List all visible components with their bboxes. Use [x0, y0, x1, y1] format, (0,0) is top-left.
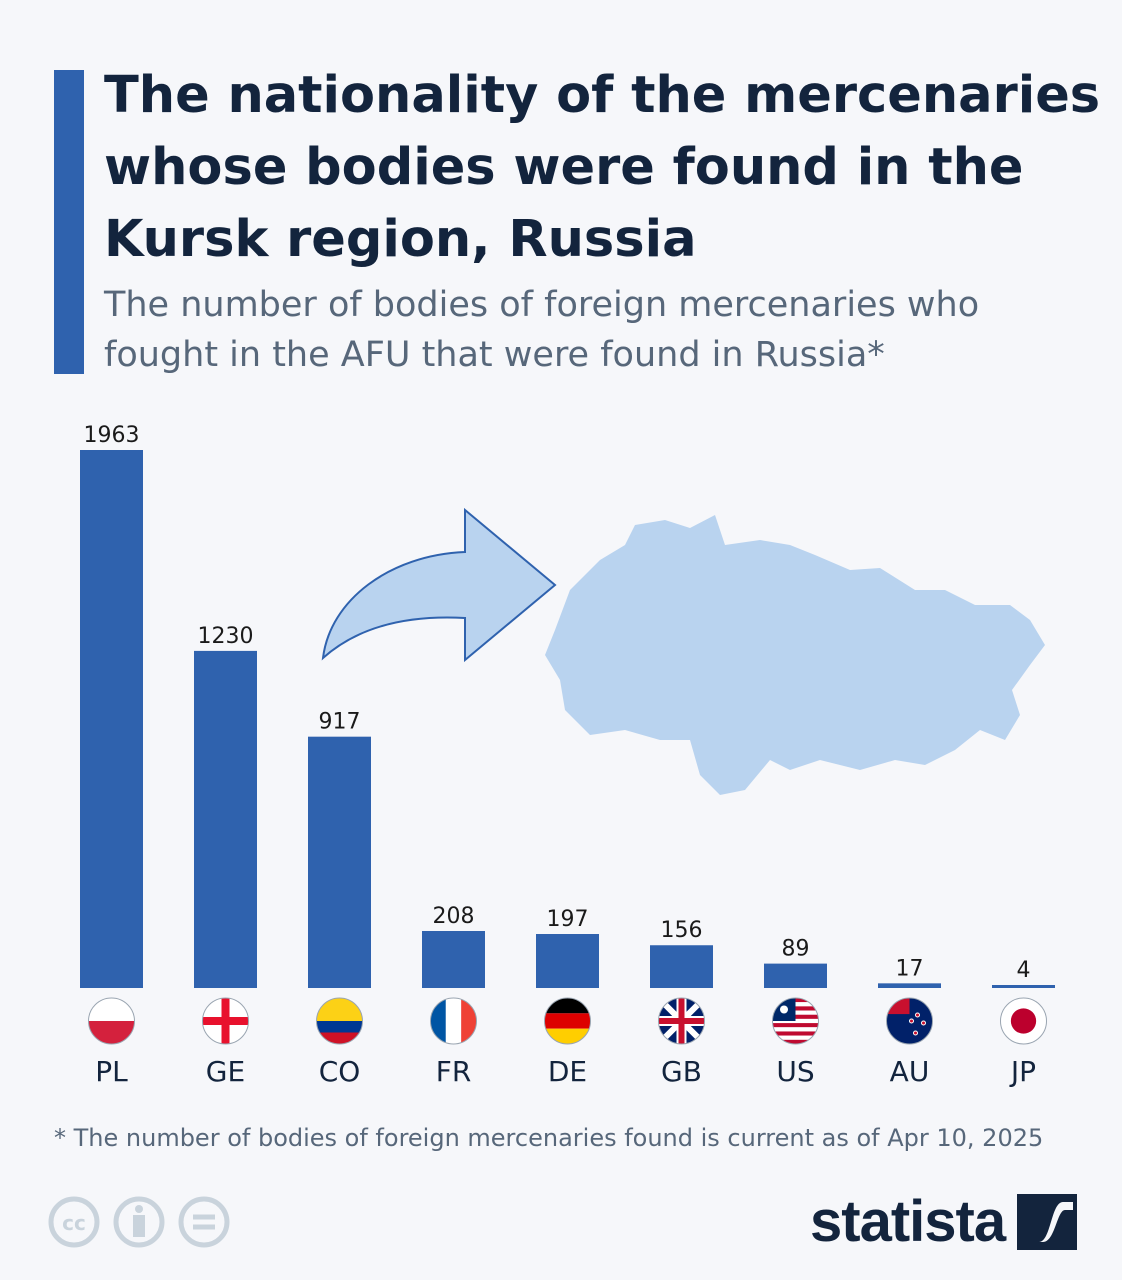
bar-DE — [536, 934, 599, 988]
accent-bar — [54, 70, 84, 374]
france-flag-icon — [430, 998, 477, 1044]
value-label-GB: 156 — [661, 918, 703, 943]
arrow-graphic — [321, 507, 557, 663]
bar-PL — [80, 450, 143, 988]
category-label-FR: FR — [436, 1055, 472, 1088]
statista-logo[interactable]: statista — [810, 1188, 1078, 1255]
value-label-FR: 208 — [433, 904, 475, 929]
category-label-JP: JP — [1009, 1055, 1036, 1088]
poland-flag-icon — [88, 998, 135, 1044]
bar-GE — [194, 650, 257, 988]
bar-FR — [422, 930, 485, 988]
bar-US — [764, 963, 827, 988]
bar-AU — [878, 983, 941, 988]
category-label-PL: PL — [95, 1055, 128, 1088]
category-label-US: US — [776, 1055, 814, 1088]
attribution-icon — [113, 1196, 165, 1248]
svg-text:cc: cc — [62, 1211, 86, 1235]
value-label-PL: 1963 — [84, 423, 140, 448]
license-icons: cc — [48, 1196, 230, 1248]
category-label-CO: CO — [319, 1055, 361, 1088]
uk-flag-icon — [658, 998, 705, 1044]
value-label-GE: 1230 — [198, 624, 254, 649]
statista-wordmark: statista — [810, 1189, 1006, 1254]
value-label-AU: 17 — [896, 956, 924, 981]
category-label-GB: GB — [661, 1055, 702, 1088]
value-label-US: 89 — [782, 937, 810, 962]
subtitle: The number of bodies of foreign mercenar… — [104, 285, 980, 375]
kursk-region-map — [545, 515, 1045, 795]
new-zealand-flag-icon — [886, 998, 933, 1044]
category-label-DE: DE — [548, 1055, 587, 1088]
footnote: * The number of bodies of foreign mercen… — [54, 1124, 1044, 1152]
germany-flag-icon — [544, 998, 591, 1044]
value-label-CO: 917 — [319, 710, 361, 735]
liberia-flag-icon — [772, 998, 819, 1044]
page-title: The nationality of the mercenaries whose… — [104, 66, 1101, 269]
bar-JP — [992, 985, 1055, 988]
georgia-flag-icon — [202, 998, 249, 1044]
category-label-GE: GE — [206, 1055, 245, 1088]
bar-chart: 1963 PL 1230 GE 917 CO 208 FR 197 DE 156 GB 89 US 17 AU… — [80, 423, 1055, 1088]
category-label-AU: AU — [890, 1055, 930, 1088]
value-label-JP: 4 — [1017, 958, 1031, 983]
japan-flag-icon — [1000, 998, 1047, 1044]
colombia-flag-icon — [316, 998, 363, 1044]
no-derivatives-icon — [178, 1196, 230, 1248]
value-label-DE: 197 — [547, 907, 589, 932]
bar-CO — [308, 736, 371, 988]
bar-GB — [650, 945, 713, 988]
cc-icon: cc — [48, 1196, 100, 1248]
statista-logo-icon — [1017, 1193, 1078, 1250]
